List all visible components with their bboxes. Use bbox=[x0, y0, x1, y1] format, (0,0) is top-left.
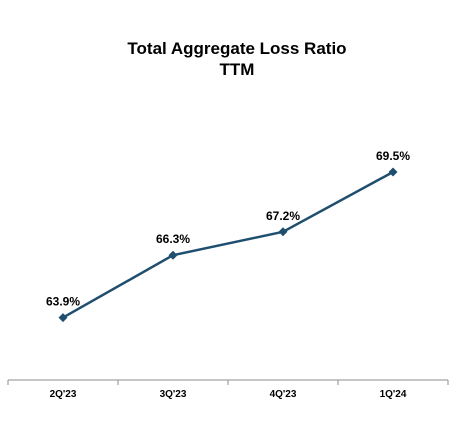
data-point-marker bbox=[388, 167, 398, 177]
x-tick-labels: 2Q'23 3Q'23 4Q'23 1Q'24 bbox=[50, 389, 407, 400]
data-labels: 63.9% 66.3% 67.2% 69.5% bbox=[46, 149, 410, 309]
data-point-marker bbox=[58, 313, 68, 323]
chart-title-main: Total Aggregate Loss Ratio bbox=[127, 39, 347, 58]
data-label: 66.3% bbox=[156, 232, 190, 246]
x-tick-label: 2Q'23 bbox=[50, 389, 77, 400]
chart-subtitle: TTM bbox=[219, 60, 255, 79]
x-tick-label: 4Q'23 bbox=[270, 389, 297, 400]
x-tick-label: 1Q'24 bbox=[380, 389, 407, 400]
x-tick-label: 3Q'23 bbox=[160, 389, 187, 400]
x-axis bbox=[7, 379, 449, 385]
data-label: 63.9% bbox=[46, 295, 80, 309]
data-point-marker bbox=[168, 250, 178, 260]
data-label: 69.5% bbox=[376, 149, 410, 163]
series-layer bbox=[58, 167, 398, 323]
series-line bbox=[62, 170, 394, 319]
data-point-marker bbox=[278, 227, 288, 237]
chart-title: Total Aggregate Loss Ratio TTM bbox=[0, 38, 474, 80]
data-label: 67.2% bbox=[266, 209, 300, 223]
